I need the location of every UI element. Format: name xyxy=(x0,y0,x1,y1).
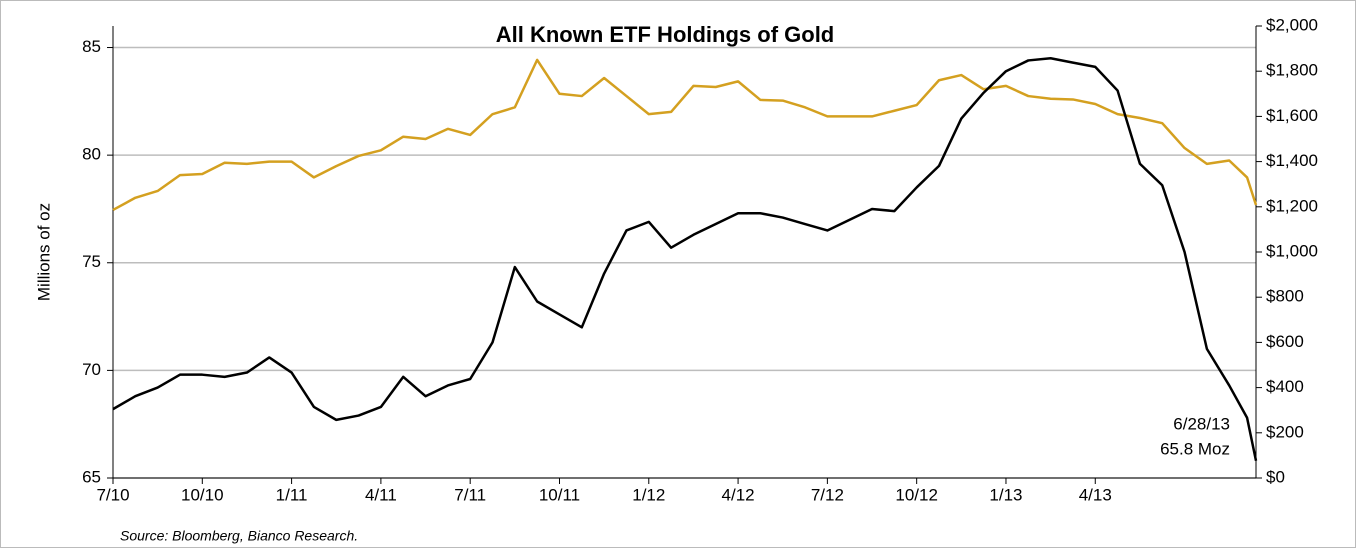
x-tick-label: 4/11 xyxy=(365,485,397,504)
annotation: 6/28/13 xyxy=(1173,414,1230,433)
y2-tick-label: $200 xyxy=(1266,422,1304,441)
y-tick-label: 65 xyxy=(82,467,101,486)
chart-title: All Known ETF Holdings of Gold xyxy=(496,22,835,47)
x-tick-label: 10/10 xyxy=(181,485,224,504)
x-tick-label: 7/12 xyxy=(811,485,844,504)
x-tick-label: 10/11 xyxy=(539,485,580,504)
x-tick-label: 4/12 xyxy=(722,485,755,504)
y2-tick-label: $800 xyxy=(1266,287,1304,306)
source-note: Source: Bloomberg, Bianco Research. xyxy=(120,528,358,544)
y2-tick-label: $1,400 xyxy=(1266,151,1318,170)
y2-tick-label: $1,600 xyxy=(1266,106,1318,125)
annotation: 65.8 Moz xyxy=(1160,439,1230,458)
y-tick-label: 80 xyxy=(82,145,101,164)
y-axis-label: Millions of oz xyxy=(34,203,53,301)
x-tick-label: 4/13 xyxy=(1079,485,1112,504)
x-tick-label: 10/12 xyxy=(895,485,938,504)
y-tick-label: 85 xyxy=(82,37,101,56)
y2-tick-label: $600 xyxy=(1266,332,1304,351)
x-tick-label: 1/11 xyxy=(276,485,308,504)
series-line xyxy=(112,58,1258,212)
x-tick-label: 1/13 xyxy=(989,485,1022,504)
y2-tick-label: $0 xyxy=(1266,467,1285,486)
y2-tick-label: $2,000 xyxy=(1266,15,1318,34)
y2-tick-label: $1,800 xyxy=(1266,61,1318,80)
y-tick-label: 75 xyxy=(82,252,101,271)
x-tick-label: 1/12 xyxy=(632,485,665,504)
x-tick-label: 7/11 xyxy=(454,485,486,504)
y2-tick-label: $1,200 xyxy=(1266,196,1318,215)
series-line xyxy=(112,57,1258,462)
y2-tick-label: $400 xyxy=(1266,377,1304,396)
x-tick-label: 7/10 xyxy=(96,485,129,504)
y-tick-label: 70 xyxy=(82,360,101,379)
y2-tick-label: $1,000 xyxy=(1266,241,1318,260)
